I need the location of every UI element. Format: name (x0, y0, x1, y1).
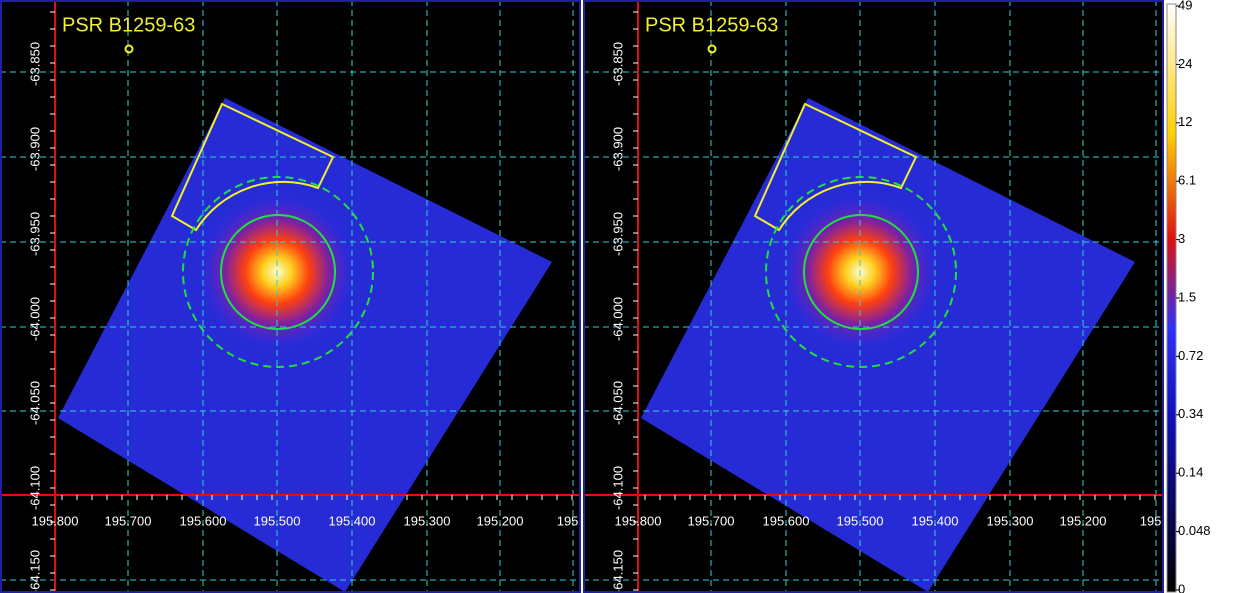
y-tick-label: -64.100 (610, 466, 625, 510)
pulsar-marker (124, 44, 134, 54)
background-region (753, 102, 918, 232)
colorbar-label: 0.34 (1178, 406, 1203, 421)
panel-content: PSR B1259-63 195.800 195.700 195.600 195.500… (583, 0, 1173, 593)
x-tick-label: 195.700 (688, 513, 735, 528)
y-tick-label: -64.150 (27, 550, 42, 593)
x-tick-label: 195.400 (912, 513, 959, 528)
colorbar-label: 49 (1178, 0, 1192, 12)
y-tick-label: -64.050 (610, 381, 625, 425)
panel-content: PSR B1259-63 195.800 195.700 195.600 195.500… (0, 0, 590, 593)
x-tick-label: 195.1 (557, 513, 590, 528)
colorbar-label: 12 (1178, 114, 1192, 129)
image-panel: PSR B1259-63 195.800 195.700 195.600 195.500… (583, 0, 1173, 593)
x-tick-label: 195.600 (763, 513, 810, 528)
x-tick-label: 195.300 (987, 513, 1034, 528)
x-tick-label: 195.200 (477, 513, 524, 528)
colorbar-label: 1.5 (1178, 289, 1196, 304)
panel-border (0, 0, 581, 593)
y-tick-label: -64.150 (610, 550, 625, 593)
y-tick-label: -63.950 (610, 212, 625, 256)
annulus-region (182, 176, 374, 368)
colorbar-label: 6.1 (1178, 173, 1196, 188)
annulus-region (765, 176, 957, 368)
y-tick-label: -64.050 (27, 381, 42, 425)
colorbar-label: 0 (1178, 581, 1185, 593)
colorbar-label: 0.72 (1178, 348, 1203, 363)
y-tick-label: -63.850 (610, 42, 625, 86)
x-tick-label: 195.500 (254, 513, 301, 528)
x-tick-label: 195.600 (180, 513, 227, 528)
y-tick-label: -63.950 (27, 212, 42, 256)
y-tick-label: -64.000 (610, 297, 625, 341)
colorbar-label: 0.14 (1178, 465, 1203, 480)
y-tick-label: -63.850 (27, 42, 42, 86)
y-tick-label: -64.100 (27, 466, 42, 510)
source-region (220, 214, 336, 330)
colorbar (1166, 3, 1177, 593)
source-label: PSR B1259-63 (645, 14, 778, 36)
source-label: PSR B1259-63 (62, 14, 195, 36)
background-region (170, 102, 335, 232)
colorbar-label: 24 (1178, 56, 1192, 71)
x-tick-label: 195.500 (837, 513, 884, 528)
image-panel: PSR B1259-63 195.800 195.700 195.600 195.500… (0, 0, 590, 593)
panel-border (583, 0, 1164, 593)
x-tick-label: 195.1 (1140, 513, 1173, 528)
x-tick-label: 195.700 (105, 513, 152, 528)
x-tick-label: 195.200 (1060, 513, 1107, 528)
y-tick-label: -63.900 (27, 127, 42, 171)
x-tick-label: 195.400 (329, 513, 376, 528)
source-region (803, 214, 919, 330)
x-tick-label: 195.800 (32, 513, 79, 528)
colorbar-label: 3 (1178, 231, 1185, 246)
colorbar-label: 0.048 (1178, 523, 1211, 538)
y-tick-label: -64.000 (27, 297, 42, 341)
pulsar-marker (707, 44, 717, 54)
y-tick-label: -63.900 (610, 127, 625, 171)
x-tick-label: 195.300 (404, 513, 451, 528)
x-tick-label: 195.800 (615, 513, 662, 528)
